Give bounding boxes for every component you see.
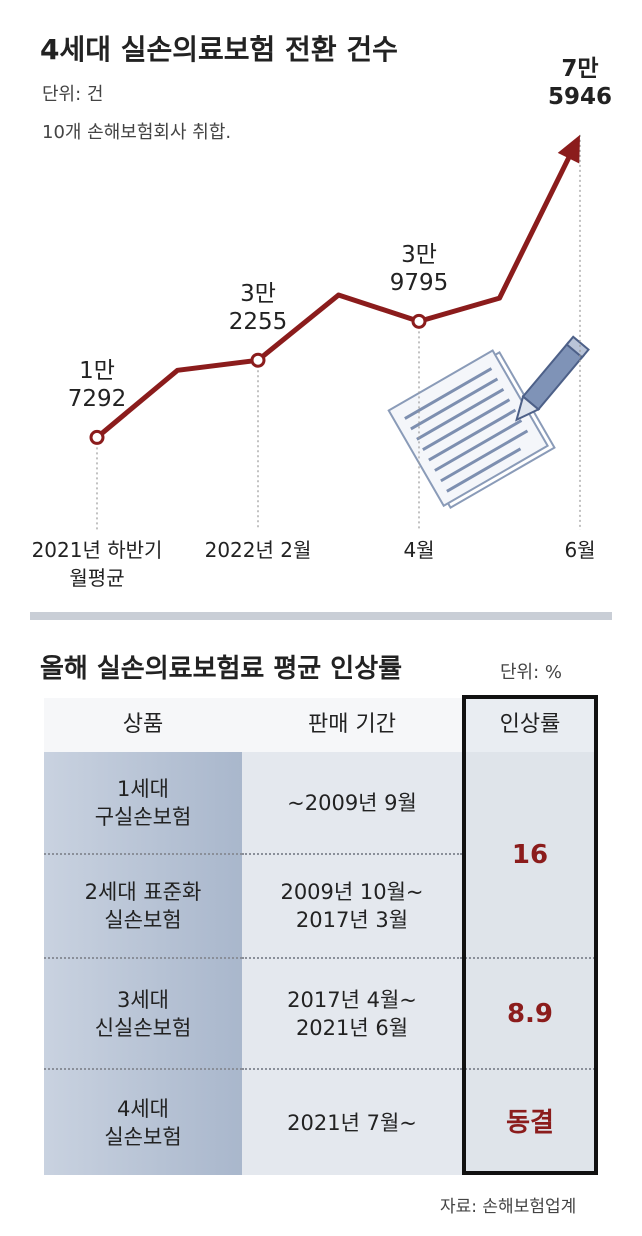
divider bbox=[30, 612, 612, 620]
x-tick-label: 6월 bbox=[564, 538, 596, 562]
pencil-icon bbox=[515, 335, 590, 422]
table-cell: ~2009년 9월 bbox=[242, 752, 462, 853]
note: 10개 손해보험회사 취합. bbox=[42, 122, 232, 143]
data-label: 3만 9795 bbox=[389, 242, 449, 297]
rate-cell: 동결 bbox=[462, 1068, 598, 1175]
arrow-head bbox=[557, 134, 580, 164]
data-label: 3만 2255 bbox=[228, 281, 288, 336]
table-cell: 4세대 실손보험 bbox=[44, 1068, 242, 1175]
table-header: 인상률 bbox=[462, 698, 598, 752]
table-cell: 2009년 10월~ 2017년 3월 bbox=[242, 853, 462, 957]
table-cell: 2세대 표준화 실손보험 bbox=[44, 853, 242, 957]
rate-cell: 16 bbox=[462, 752, 598, 957]
unit: 단위: 건 bbox=[42, 84, 104, 105]
table-unit: 단위: % bbox=[500, 662, 563, 683]
table-cell: 1세대 구실손보험 bbox=[44, 752, 242, 853]
x-tick-label: 2022년 2월 bbox=[204, 538, 312, 562]
table-cell: 2017년 4월~ 2021년 6월 bbox=[242, 957, 462, 1068]
data-label: 1만 7292 bbox=[67, 358, 127, 413]
table-header: 상품 bbox=[44, 698, 242, 752]
data-label: 7만 5946 bbox=[547, 55, 612, 110]
line bbox=[95, 148, 576, 440]
paper-icon bbox=[387, 349, 556, 509]
table-header: 판매 기간 bbox=[242, 698, 462, 752]
table-cell: 2021년 7월~ bbox=[242, 1068, 462, 1175]
point bbox=[89, 429, 105, 445]
rate-frame bbox=[462, 695, 598, 1175]
x-tick-label: 4월 bbox=[403, 538, 435, 562]
point bbox=[250, 352, 266, 368]
table-title: 올해 실손의료보험료 평균 인상률 bbox=[40, 654, 403, 684]
chart-title: 4세대 실손의료보험 전환 건수 bbox=[40, 33, 398, 66]
x-tick-label: 2021년 하반기 월평균 bbox=[31, 538, 163, 590]
rate-cell: 8.9 bbox=[462, 957, 598, 1068]
source: 자료: 손해보험업계 bbox=[440, 1197, 577, 1217]
point bbox=[411, 313, 427, 329]
table-cell: 3세대 신실손보험 bbox=[44, 957, 242, 1068]
